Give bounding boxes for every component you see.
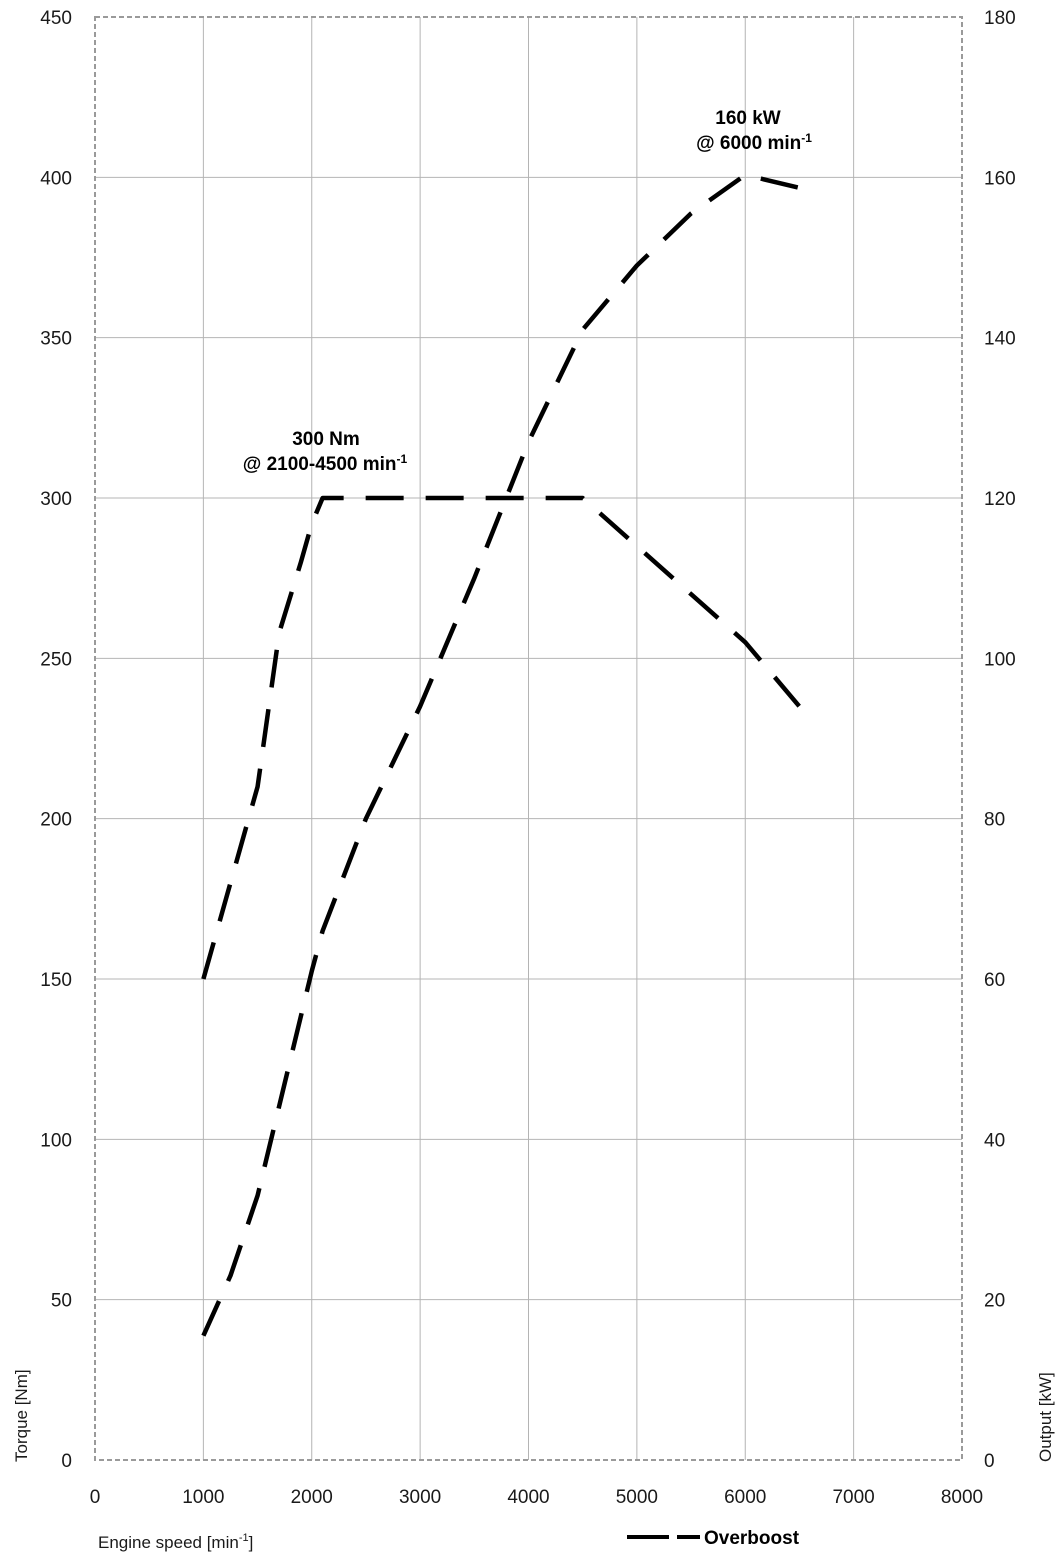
x-tick-label: 2000 (291, 1487, 333, 1508)
y-left-tick-label: 0 (61, 1451, 72, 1472)
power-annotation-line1: 160 kW (715, 108, 781, 129)
series-line-output (201, 172, 800, 1337)
y-left-tick-labels: 0 50 100 150 200 250 300 350 400 450 (40, 8, 72, 1472)
y-right-tick-label: 180 (984, 8, 1016, 29)
x-tick-label: 1000 (182, 1487, 224, 1508)
grid (95, 17, 962, 1460)
torque-annotation-sup: -1 (397, 452, 408, 466)
legend: Overboost (627, 1528, 800, 1549)
series-group (201, 172, 802, 1337)
x-tick-label: 0 (90, 1487, 101, 1508)
torque-annotation-line2: @ 2100-4500 min-1 (243, 452, 408, 475)
y-right-axis-label: Output [kW] (1036, 1372, 1055, 1462)
x-tick-label: 7000 (832, 1487, 874, 1508)
x-tick-label: 6000 (724, 1487, 766, 1508)
x-tick-label: 3000 (399, 1487, 441, 1508)
power-annotation-line2-text: @ 6000 min (696, 133, 801, 154)
y-left-tick-label: 50 (51, 1291, 72, 1312)
x-tick-label: 4000 (507, 1487, 549, 1508)
x-tick-label: 8000 (941, 1487, 983, 1508)
y-left-tick-label: 200 (40, 810, 72, 831)
series-line-torque (201, 495, 802, 980)
power-annotation-line2: @ 6000 min-1 (696, 131, 812, 154)
y-left-tick-label: 450 (40, 8, 72, 29)
y-left-axis-label: Torque [Nm] (12, 1369, 31, 1462)
x-axis-label-sup: -1 (239, 1532, 249, 1544)
y-right-tick-label: 120 (984, 489, 1016, 510)
y-right-tick-labels: 0 20 40 60 80 100 120 140 160 180 (984, 8, 1016, 1472)
y-left-tick-label: 100 (40, 1130, 72, 1151)
plot-frame (94, 16, 963, 1461)
y-left-tick-label: 300 (40, 489, 72, 510)
x-axis-label-suffix: ] (249, 1533, 254, 1552)
y-left-tick-label: 250 (40, 649, 72, 670)
y-left-tick-label: 400 (40, 168, 72, 189)
y-right-tick-label: 20 (984, 1291, 1005, 1312)
x-axis-label: Engine speed [min-1] (98, 1532, 253, 1552)
x-tick-labels: 0 1000 2000 3000 4000 5000 6000 7000 8000 (90, 1487, 983, 1508)
x-tick-label: 5000 (616, 1487, 658, 1508)
y-left-tick-label: 150 (40, 970, 72, 991)
torque-annotation-line1: 300 Nm (292, 429, 360, 450)
y-right-tick-label: 80 (984, 810, 1005, 831)
y-right-tick-label: 0 (984, 1451, 995, 1472)
y-right-tick-label: 40 (984, 1130, 1005, 1151)
y-right-tick-label: 100 (984, 649, 1016, 670)
y-right-tick-label: 60 (984, 970, 1005, 991)
y-right-tick-label: 160 (984, 168, 1016, 189)
x-axis-label-main: Engine speed [min (98, 1533, 239, 1552)
y-left-tick-label: 350 (40, 329, 72, 350)
torque-annotation-line2-text: @ 2100-4500 min (243, 454, 397, 475)
power-annotation-sup: -1 (801, 131, 812, 145)
legend-label: Overboost (704, 1528, 800, 1549)
y-right-tick-label: 140 (984, 329, 1016, 350)
